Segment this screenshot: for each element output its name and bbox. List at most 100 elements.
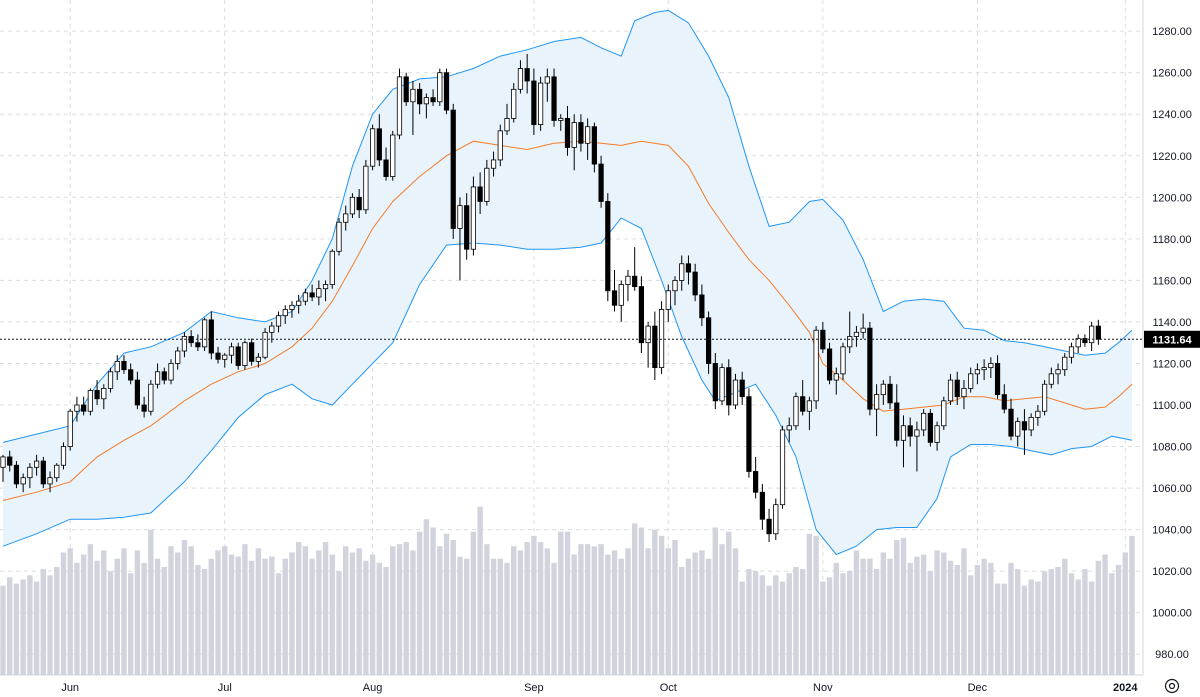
volume-bar: [947, 560, 954, 675]
candle: [20, 473, 26, 493]
candle: [255, 353, 261, 368]
candle-body: [672, 279, 678, 292]
volume-bar: [450, 540, 456, 675]
candle-body: [853, 331, 860, 337]
x-tick-label: 2024: [1113, 682, 1138, 694]
candle-body: [101, 387, 107, 400]
candle: [417, 83, 423, 115]
candle: [450, 103, 456, 239]
y-tick-label: 1060.00: [1152, 483, 1192, 495]
volume-bar: [867, 558, 873, 675]
candle-body: [759, 491, 765, 520]
volume-bar: [7, 577, 13, 675]
volume-bar: [175, 552, 181, 675]
candle: [222, 353, 228, 368]
candle: [585, 118, 591, 160]
volume-bar: [154, 558, 161, 675]
candle-body: [484, 167, 490, 202]
volume-bar: [584, 544, 591, 675]
volume-bar: [1129, 535, 1135, 675]
candle-body: [417, 88, 423, 105]
candle-body: [134, 379, 140, 406]
candle: [0, 454, 6, 482]
candle: [262, 328, 268, 360]
candle-body: [168, 363, 174, 381]
volume-bar: [322, 542, 329, 675]
candle-body: [941, 400, 947, 427]
volume-bar: [853, 550, 860, 675]
volume-bar: [242, 544, 248, 675]
candle: [538, 76, 544, 131]
candle: [128, 363, 134, 385]
candle: [779, 425, 786, 509]
candle: [94, 380, 100, 405]
volume-bar: [262, 558, 268, 675]
candle: [114, 355, 120, 381]
candle: [490, 151, 497, 177]
candle: [121, 355, 127, 374]
y-tick-label: 1180.00: [1153, 234, 1192, 246]
candle: [1042, 380, 1048, 416]
candle-body: [806, 400, 813, 412]
candle-body: [437, 72, 443, 103]
candle-body: [457, 205, 463, 229]
candle: [699, 284, 705, 327]
y-tick-label: 1140.00: [1153, 317, 1192, 329]
volume-bar: [430, 527, 436, 675]
volume-bar: [188, 546, 194, 675]
candle-body: [524, 68, 530, 82]
candle-body: [712, 363, 718, 402]
candle-body: [692, 271, 698, 296]
volume-bar: [813, 535, 819, 675]
volume-bar: [168, 546, 174, 675]
volume-bar: [33, 581, 40, 675]
candle-body: [793, 396, 799, 427]
candle-body: [766, 518, 772, 535]
candle: [558, 114, 564, 131]
volume-bar: [208, 558, 215, 675]
candle: [813, 326, 819, 410]
candle-body: [363, 165, 369, 211]
candle: [74, 396, 80, 422]
candle: [706, 311, 712, 374]
volume-bar: [732, 548, 739, 675]
volume-bar: [665, 548, 671, 675]
volume-bar: [54, 567, 60, 675]
candle: [7, 450, 13, 472]
volume-bar: [752, 571, 759, 675]
volume-bar: [1075, 579, 1081, 675]
candle-body: [699, 294, 705, 319]
volume-bar: [759, 575, 766, 675]
volume-bar: [551, 562, 557, 675]
volume-bar: [833, 562, 839, 675]
candle: [773, 498, 779, 540]
candle-body: [20, 477, 26, 485]
volume-bar: [880, 552, 887, 675]
candle: [826, 342, 833, 385]
volume-bar: [396, 544, 403, 675]
volume-bar: [920, 554, 927, 675]
candle: [376, 114, 382, 167]
candle-body: [874, 394, 880, 410]
volume-bar: [215, 550, 221, 675]
volume-bar: [860, 558, 866, 675]
candle: [786, 417, 792, 443]
volume-bar: [107, 571, 114, 675]
time-scale-bg: [0, 675, 1200, 697]
volume-bar: [27, 575, 33, 675]
volume-bar: [934, 550, 940, 675]
candle: [914, 421, 920, 472]
candle-body: [679, 263, 685, 281]
candle-body: [255, 356, 261, 362]
candle-body: [887, 383, 893, 404]
x-tick-label: Aug: [363, 682, 383, 694]
candle-body: [726, 367, 732, 406]
candle-body: [336, 221, 342, 252]
candle: [679, 255, 685, 291]
volume-bar: [961, 548, 967, 675]
settings-button[interactable]: [1164, 678, 1180, 694]
y-tick-label: 1040.00: [1152, 525, 1192, 537]
candle: [692, 263, 698, 302]
candle-body: [907, 425, 913, 437]
candle: [665, 284, 671, 322]
